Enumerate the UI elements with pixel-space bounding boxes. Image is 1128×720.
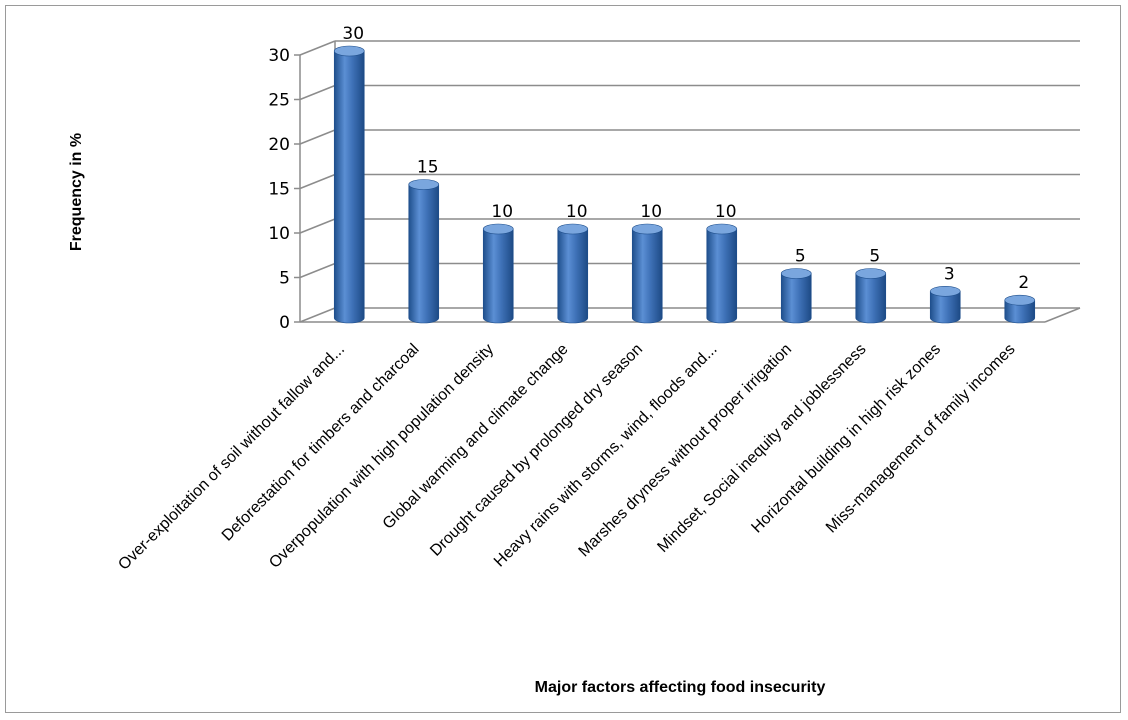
y-tick-label: 0 <box>279 313 290 333</box>
y-tick-label: 10 <box>268 224 290 244</box>
y-tick-label: 15 <box>268 180 290 200</box>
gridline-side <box>299 129 336 145</box>
bar <box>855 268 887 324</box>
bar-top <box>333 45 365 57</box>
data-label: 2 <box>1018 273 1029 293</box>
bar <box>929 285 961 324</box>
chart-frame <box>5 5 1121 713</box>
bar <box>631 223 663 324</box>
bar-body <box>929 291 961 324</box>
data-labels: 30 15 10 10 10 10 5 5 3 2 <box>342 24 1029 293</box>
bar-top <box>1004 294 1036 306</box>
bar-top <box>631 223 663 235</box>
bars <box>333 45 1036 324</box>
bar-body <box>706 228 738 324</box>
data-label: 10 <box>566 202 588 222</box>
gridline-side <box>299 40 336 56</box>
bar <box>333 45 365 324</box>
y-tick-label: 20 <box>268 135 290 155</box>
data-label: 5 <box>795 247 806 267</box>
data-label: 30 <box>342 24 364 44</box>
bar-body <box>482 228 514 324</box>
bar-top <box>706 223 738 235</box>
data-label: 10 <box>491 202 513 222</box>
y-axis-title: Frequency in % <box>68 133 85 251</box>
bar-body <box>333 50 365 324</box>
floor-right-edge <box>1044 307 1081 323</box>
bar-body <box>855 273 887 324</box>
data-label: 10 <box>640 202 662 222</box>
bar-top <box>408 179 440 190</box>
bar-top <box>780 268 812 279</box>
gridline-side <box>299 218 336 234</box>
bar-body <box>408 184 440 324</box>
x-axis-title: Major factors affecting food insecurity <box>535 679 826 696</box>
bar <box>780 268 812 324</box>
bar <box>408 179 440 324</box>
bar-top <box>929 285 961 297</box>
bar <box>557 223 589 324</box>
bar-body <box>557 228 589 324</box>
y-tick-label: 25 <box>268 91 290 111</box>
bar <box>706 223 738 324</box>
bar <box>482 223 514 324</box>
data-label: 10 <box>715 202 737 222</box>
bar-body <box>780 273 812 324</box>
bar-top <box>855 268 887 279</box>
y-tick-label: 5 <box>279 269 290 289</box>
bar-top <box>557 223 589 235</box>
bar <box>1004 294 1036 324</box>
gridline-side <box>299 307 336 323</box>
bar-body <box>631 228 663 324</box>
data-label: 3 <box>944 264 955 284</box>
y-axis: 0 5 10 15 20 25 30 <box>268 46 301 333</box>
data-label: 5 <box>869 247 880 267</box>
y-tick-label: 30 <box>268 46 290 66</box>
x-axis-categories: Over-exploitation of soil without fallow… <box>115 341 1018 574</box>
gridline-side <box>299 262 336 279</box>
bar-body <box>1004 299 1036 324</box>
data-label: 15 <box>417 158 439 178</box>
gridline-side <box>299 84 336 101</box>
bar-top <box>482 223 514 235</box>
gridline-side <box>299 173 336 190</box>
